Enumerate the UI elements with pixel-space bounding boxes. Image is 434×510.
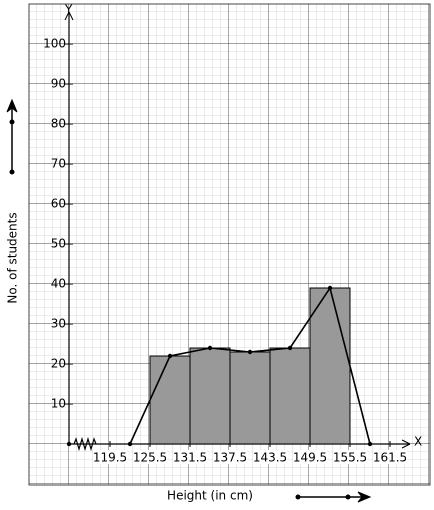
x-tick-label-bg — [93, 450, 127, 464]
axis-break — [73, 436, 97, 452]
y-axis-arrow — [64, 11, 74, 21]
polygon-point — [327, 285, 333, 291]
polygon-point — [247, 349, 253, 355]
x-tick-label: 161.5 — [373, 451, 407, 465]
graph-paper — [28, 3, 431, 486]
decor-arrows — [6, 98, 372, 503]
y-tick-label: 80 — [51, 117, 66, 131]
y-tick-label: 10 — [51, 397, 66, 411]
bar — [189, 347, 231, 445]
x-tick-label: 137.5 — [213, 451, 247, 465]
x-tick-label-bg — [293, 450, 327, 464]
x-tick-label-bg — [133, 450, 167, 464]
polygon-point — [167, 353, 173, 359]
polygon-point — [207, 345, 213, 351]
x-tick-label-bg — [373, 450, 407, 464]
bar — [269, 347, 311, 445]
polygon-point — [127, 441, 133, 447]
y-tick-label: 90 — [51, 77, 66, 91]
x-tick-label-bg — [253, 450, 287, 464]
x-tick-label-bg — [213, 450, 247, 464]
y-tick-label: 60 — [51, 197, 66, 211]
y-axis-label: No. of students — [6, 212, 20, 303]
x-tick-label: 131.5 — [173, 451, 207, 465]
x-tick-label: 125.5 — [133, 451, 167, 465]
bar — [309, 287, 351, 445]
x-tick-label: 119.5 — [93, 451, 127, 465]
y-tick-label: 50 — [51, 237, 66, 251]
x-tick-label-bg — [173, 450, 207, 464]
origin-dot — [66, 441, 72, 447]
x-tick-label: 143.5 — [253, 451, 287, 465]
x-axis-label: Height (in cm) — [167, 489, 253, 503]
y-axis-letter: Y — [64, 3, 73, 17]
x-tick-label-bg — [333, 450, 367, 464]
y-tick-label: 30 — [51, 317, 66, 331]
y-tick-label: 40 — [51, 277, 66, 291]
bar — [229, 351, 271, 445]
x-axis-letter: X — [414, 435, 422, 449]
x-axis-arrow — [401, 439, 411, 449]
y-tick-label: 70 — [51, 157, 66, 171]
bar — [149, 355, 191, 445]
x-tick-label: 155.5 — [333, 451, 367, 465]
x-tick-label: 149.5 — [293, 451, 327, 465]
polygon-point — [287, 345, 293, 351]
polygon-point — [367, 441, 373, 447]
y-tick-label: 20 — [51, 357, 66, 371]
y-tick-label: 100 — [43, 37, 66, 51]
